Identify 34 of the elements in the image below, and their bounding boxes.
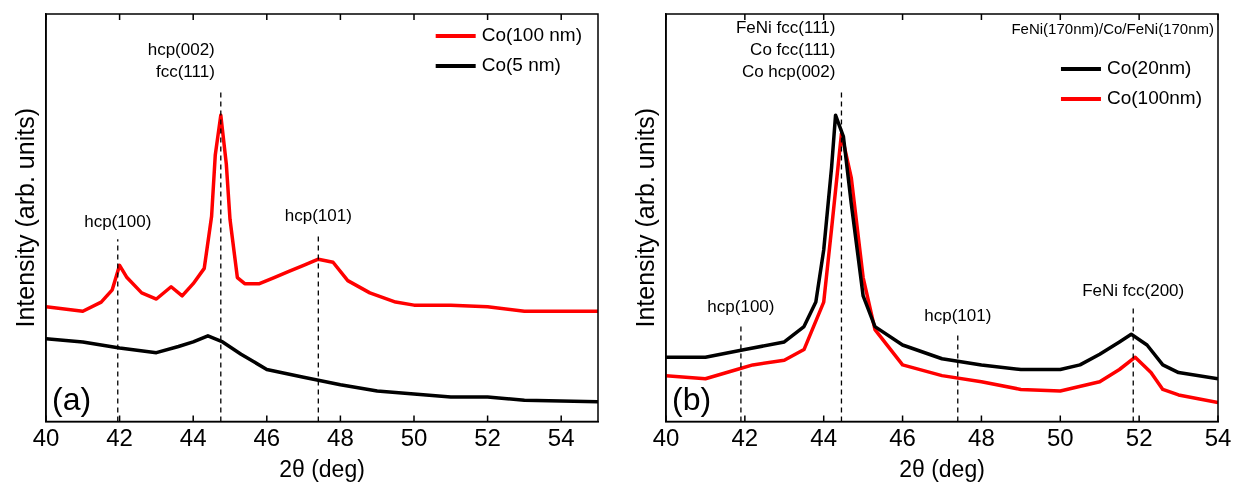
x-tick-label: 42	[106, 423, 133, 451]
x-tick-label: 50	[400, 423, 428, 451]
ref-line-label: hcp(101)	[924, 305, 992, 325]
x-axis-title: 2θ (deg)	[899, 455, 985, 482]
text: FeNi(170nm)/Co/FeNi(170nm)	[1011, 19, 1214, 37]
x-tick-label: 54	[547, 423, 575, 451]
x-tick-label: 48	[327, 423, 354, 451]
x-axis-title: 2θ (deg)	[279, 455, 365, 482]
legend-label: Co(20nm)	[1106, 57, 1192, 79]
ref-line-label: hcp(100)	[84, 212, 152, 232]
ref-line-label: hcp(100)	[707, 296, 775, 316]
x-tick-label: 40	[32, 423, 60, 451]
x-tick-label: 50	[1046, 423, 1074, 451]
annotation: (a)	[52, 381, 92, 418]
x-tick-label: 40	[652, 423, 680, 451]
x-tick-label: 44	[810, 423, 838, 451]
x-tick-label: 42	[731, 423, 759, 451]
y-axis-title: Intensity (arb. units)	[10, 108, 39, 328]
ref-line-label: hcp(101)	[284, 206, 352, 226]
x-tick-label: 46	[889, 423, 916, 451]
ref-line-label: FeNi fcc(111) Co fcc(111) Co hcp(002)	[735, 18, 836, 82]
legend-label: Co(100 nm)	[481, 24, 583, 46]
x-tick-label: 52	[1125, 423, 1153, 451]
ref-line-label: hcp(002) fcc(111)	[147, 40, 215, 82]
x-tick-label: 52	[474, 423, 501, 451]
x-tick-label: 54	[1204, 423, 1232, 451]
ref-line-label: FeNi fcc(200)	[1082, 281, 1185, 301]
legend-label: Co(100nm)	[1106, 87, 1203, 109]
y-axis-title: Intensity (arb. units)	[630, 108, 659, 328]
x-tick-label: 46	[253, 423, 281, 451]
legend-label: Co(5 nm)	[481, 54, 561, 76]
x-tick-label: 44	[179, 423, 207, 451]
annotation: (b)	[672, 381, 712, 418]
x-tick-label: 48	[968, 423, 995, 451]
